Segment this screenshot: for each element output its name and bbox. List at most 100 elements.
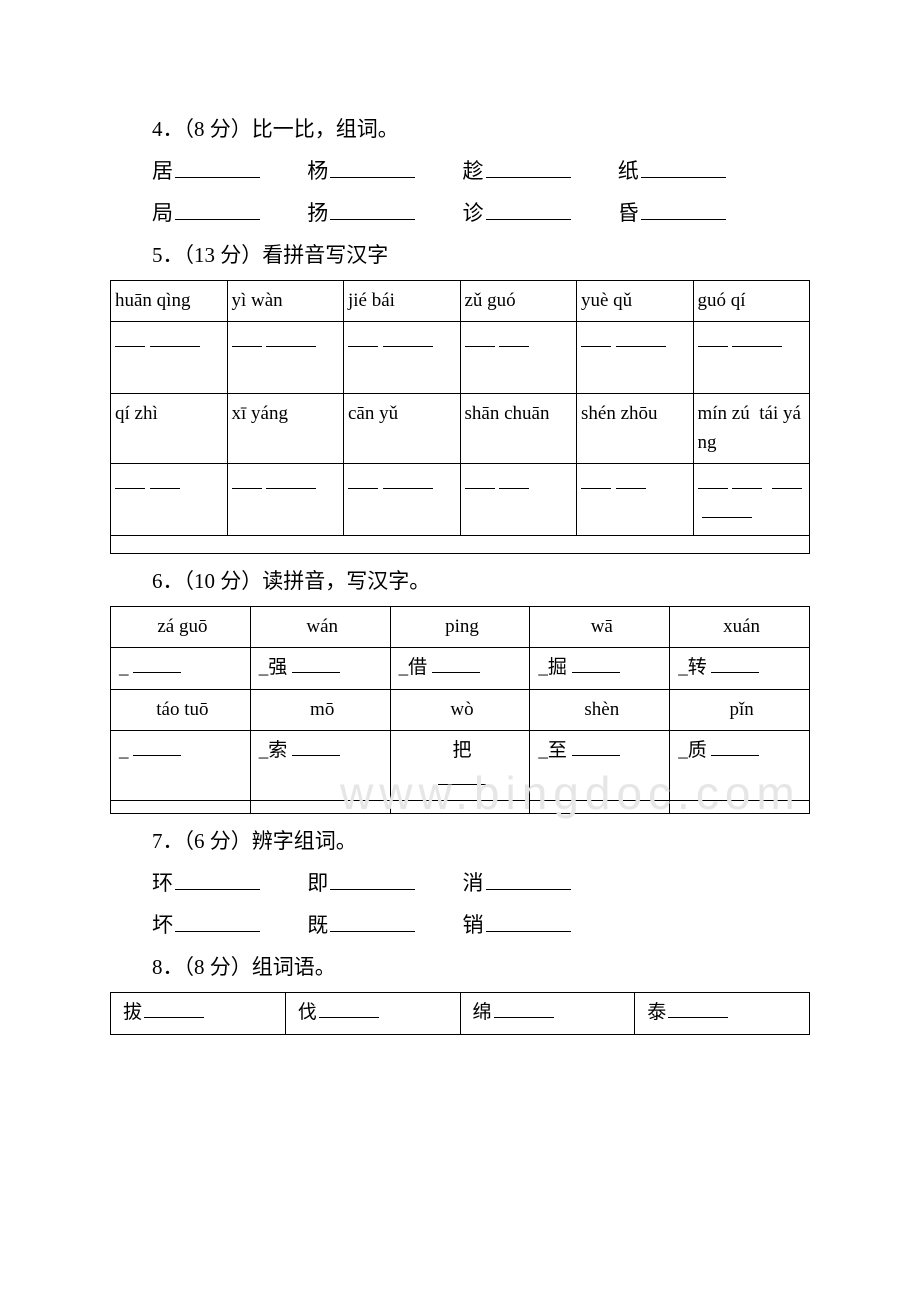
q4-c4: 纸 xyxy=(618,159,639,183)
suffix: 强 xyxy=(268,657,287,678)
empty-cell xyxy=(530,801,670,814)
q4-c2: 杨 xyxy=(307,159,328,183)
q5-p8: xī yáng xyxy=(227,394,344,464)
q4-c3: 趁 xyxy=(463,159,484,183)
answer-cell[interactable] xyxy=(577,322,694,394)
q7-c4: 坏 xyxy=(152,913,173,937)
q4-c8: 昏 xyxy=(618,201,639,225)
blank[interactable] xyxy=(641,157,726,178)
empty-cell xyxy=(250,801,390,814)
answer-cell[interactable] xyxy=(344,322,461,394)
answer-cell[interactable]: _借 xyxy=(390,648,530,690)
q7-header: 7．（6 分）辨字组词。 xyxy=(110,822,810,862)
q5-header: 5．（13 分）看拼音写汉字 xyxy=(110,236,810,276)
answer-cell[interactable]: _索 xyxy=(250,731,390,801)
blank[interactable] xyxy=(330,157,415,178)
empty-row xyxy=(111,536,810,554)
blank[interactable] xyxy=(330,869,415,890)
q7-c1: 环 xyxy=(152,871,173,895)
q6-p1: zá guō xyxy=(111,606,251,648)
answer-cell[interactable]: _质 xyxy=(670,731,810,801)
answer-cell[interactable] xyxy=(111,464,228,536)
q5-p12-13: mín zú tái yáng xyxy=(693,394,810,464)
blank[interactable] xyxy=(175,911,260,932)
blank[interactable] xyxy=(175,199,260,220)
q7-row1: 环 即 消 xyxy=(110,864,810,904)
blank[interactable] xyxy=(486,199,571,220)
q5-table: huān qìng yì wàn jié bái zǔ guó yuè qǔ g… xyxy=(110,280,810,555)
q8-c1[interactable]: 拔 xyxy=(111,993,286,1035)
blank[interactable] xyxy=(330,911,415,932)
blank[interactable] xyxy=(175,157,260,178)
empty-cell xyxy=(390,801,530,814)
q6-p5: xuán xyxy=(670,606,810,648)
q4-c7: 诊 xyxy=(463,201,484,225)
answer-cell[interactable] xyxy=(227,464,344,536)
answer-cell[interactable]: _ xyxy=(111,731,251,801)
blank[interactable] xyxy=(486,911,571,932)
q6-p6: táo tuō xyxy=(111,689,251,731)
answer-cell[interactable] xyxy=(693,464,810,536)
char: 绵 xyxy=(473,1002,492,1023)
answer-cell[interactable] xyxy=(111,322,228,394)
q4-row2: 局 扬 诊 昏 xyxy=(110,194,810,234)
answer-cell[interactable] xyxy=(460,464,577,536)
q6-p3: ping xyxy=(390,606,530,648)
blank[interactable] xyxy=(175,869,260,890)
answer-cell[interactable]: _转 xyxy=(670,648,810,690)
q4-c6: 扬 xyxy=(307,201,328,225)
answer-cell[interactable] xyxy=(577,464,694,536)
mid-label: 把 xyxy=(452,740,471,761)
q4-c5: 局 xyxy=(152,201,173,225)
q4-header: 4．（8 分）比一比，组词。 xyxy=(110,110,810,150)
q6-header: 6．（10 分）读拼音，写汉字。 xyxy=(110,562,810,602)
answer-cell[interactable]: 把 xyxy=(390,731,530,801)
q6-p9: shèn xyxy=(530,689,670,731)
char: 泰 xyxy=(647,1002,666,1023)
q5-p5: yuè qǔ xyxy=(577,280,694,322)
q5-p2: yì wàn xyxy=(227,280,344,322)
q6-p2: wán xyxy=(250,606,390,648)
q5-p3: jié bái xyxy=(344,280,461,322)
q7-c6: 销 xyxy=(463,913,484,937)
q7-c5: 既 xyxy=(307,913,328,937)
blank[interactable] xyxy=(486,157,571,178)
q6-p8: wò xyxy=(390,689,530,731)
suffix: 借 xyxy=(408,657,427,678)
q5-p10: shān chuān xyxy=(460,394,577,464)
suffix: 至 xyxy=(548,740,567,761)
char: 伐 xyxy=(298,1002,317,1023)
answer-cell[interactable] xyxy=(227,322,344,394)
answer-cell[interactable]: _ xyxy=(111,648,251,690)
q4-c1: 居 xyxy=(152,159,173,183)
empty-cell xyxy=(111,801,251,814)
q8-header: 8．（8 分）组词语。 xyxy=(110,948,810,988)
q6-table: zá guō wán ping wā xuán _ _强 _借 _掘 _转 tá… xyxy=(110,606,810,815)
q8-c2[interactable]: 伐 xyxy=(285,993,460,1035)
q6-p4: wā xyxy=(530,606,670,648)
blank[interactable] xyxy=(330,199,415,220)
answer-cell[interactable] xyxy=(460,322,577,394)
blank[interactable] xyxy=(641,199,726,220)
q8-c4[interactable]: 泰 xyxy=(635,993,810,1035)
q7-row2: 坏 既 销 xyxy=(110,906,810,946)
answer-cell[interactable]: _掘 xyxy=(530,648,670,690)
suffix: 掘 xyxy=(548,657,567,678)
q5-p9: cān yǔ xyxy=(344,394,461,464)
q5-p7: qí zhì xyxy=(111,394,228,464)
q5-p6: guó qí xyxy=(693,280,810,322)
char: 拔 xyxy=(123,1002,142,1023)
blank[interactable] xyxy=(486,869,571,890)
q5-p11: shén zhōu xyxy=(577,394,694,464)
answer-cell[interactable] xyxy=(693,322,810,394)
q6-p10: pǐn xyxy=(670,689,810,731)
q8-c3[interactable]: 绵 xyxy=(460,993,635,1035)
suffix: 索 xyxy=(268,740,287,761)
suffix: 质 xyxy=(688,740,707,761)
answer-cell[interactable]: _强 xyxy=(250,648,390,690)
q6-p7: mō xyxy=(250,689,390,731)
answer-cell[interactable]: _至 xyxy=(530,731,670,801)
q7-c2: 即 xyxy=(307,871,328,895)
q5-p1: huān qìng xyxy=(111,280,228,322)
answer-cell[interactable] xyxy=(344,464,461,536)
